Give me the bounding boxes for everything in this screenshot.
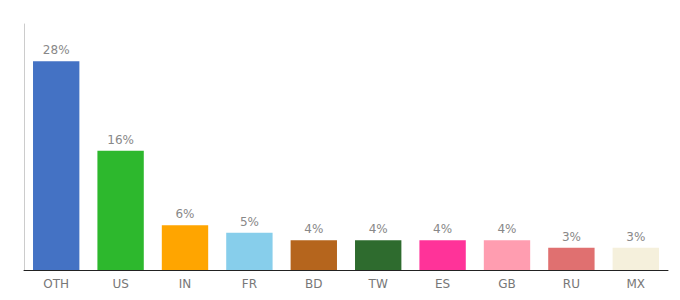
svg-text:4%: 4%: [433, 222, 452, 236]
svg-text:FR: FR: [242, 277, 257, 291]
svg-text:4%: 4%: [497, 222, 516, 236]
svg-text:28%: 28%: [43, 43, 70, 57]
svg-text:IN: IN: [179, 277, 192, 291]
svg-text:3%: 3%: [626, 230, 645, 244]
svg-text:RU: RU: [563, 277, 580, 291]
svg-text:ES: ES: [435, 277, 450, 291]
svg-text:3%: 3%: [562, 230, 581, 244]
svg-text:6%: 6%: [175, 207, 194, 221]
svg-text:4%: 4%: [304, 222, 323, 236]
svg-text:BD: BD: [305, 277, 322, 291]
svg-text:5%: 5%: [240, 215, 259, 229]
svg-text:OTH: OTH: [43, 277, 69, 291]
svg-text:GB: GB: [498, 277, 516, 291]
svg-text:TW: TW: [368, 277, 388, 291]
svg-text:MX: MX: [627, 277, 646, 291]
svg-text:16%: 16%: [107, 133, 134, 147]
svg-text:4%: 4%: [369, 222, 388, 236]
svg-text:US: US: [112, 277, 128, 291]
